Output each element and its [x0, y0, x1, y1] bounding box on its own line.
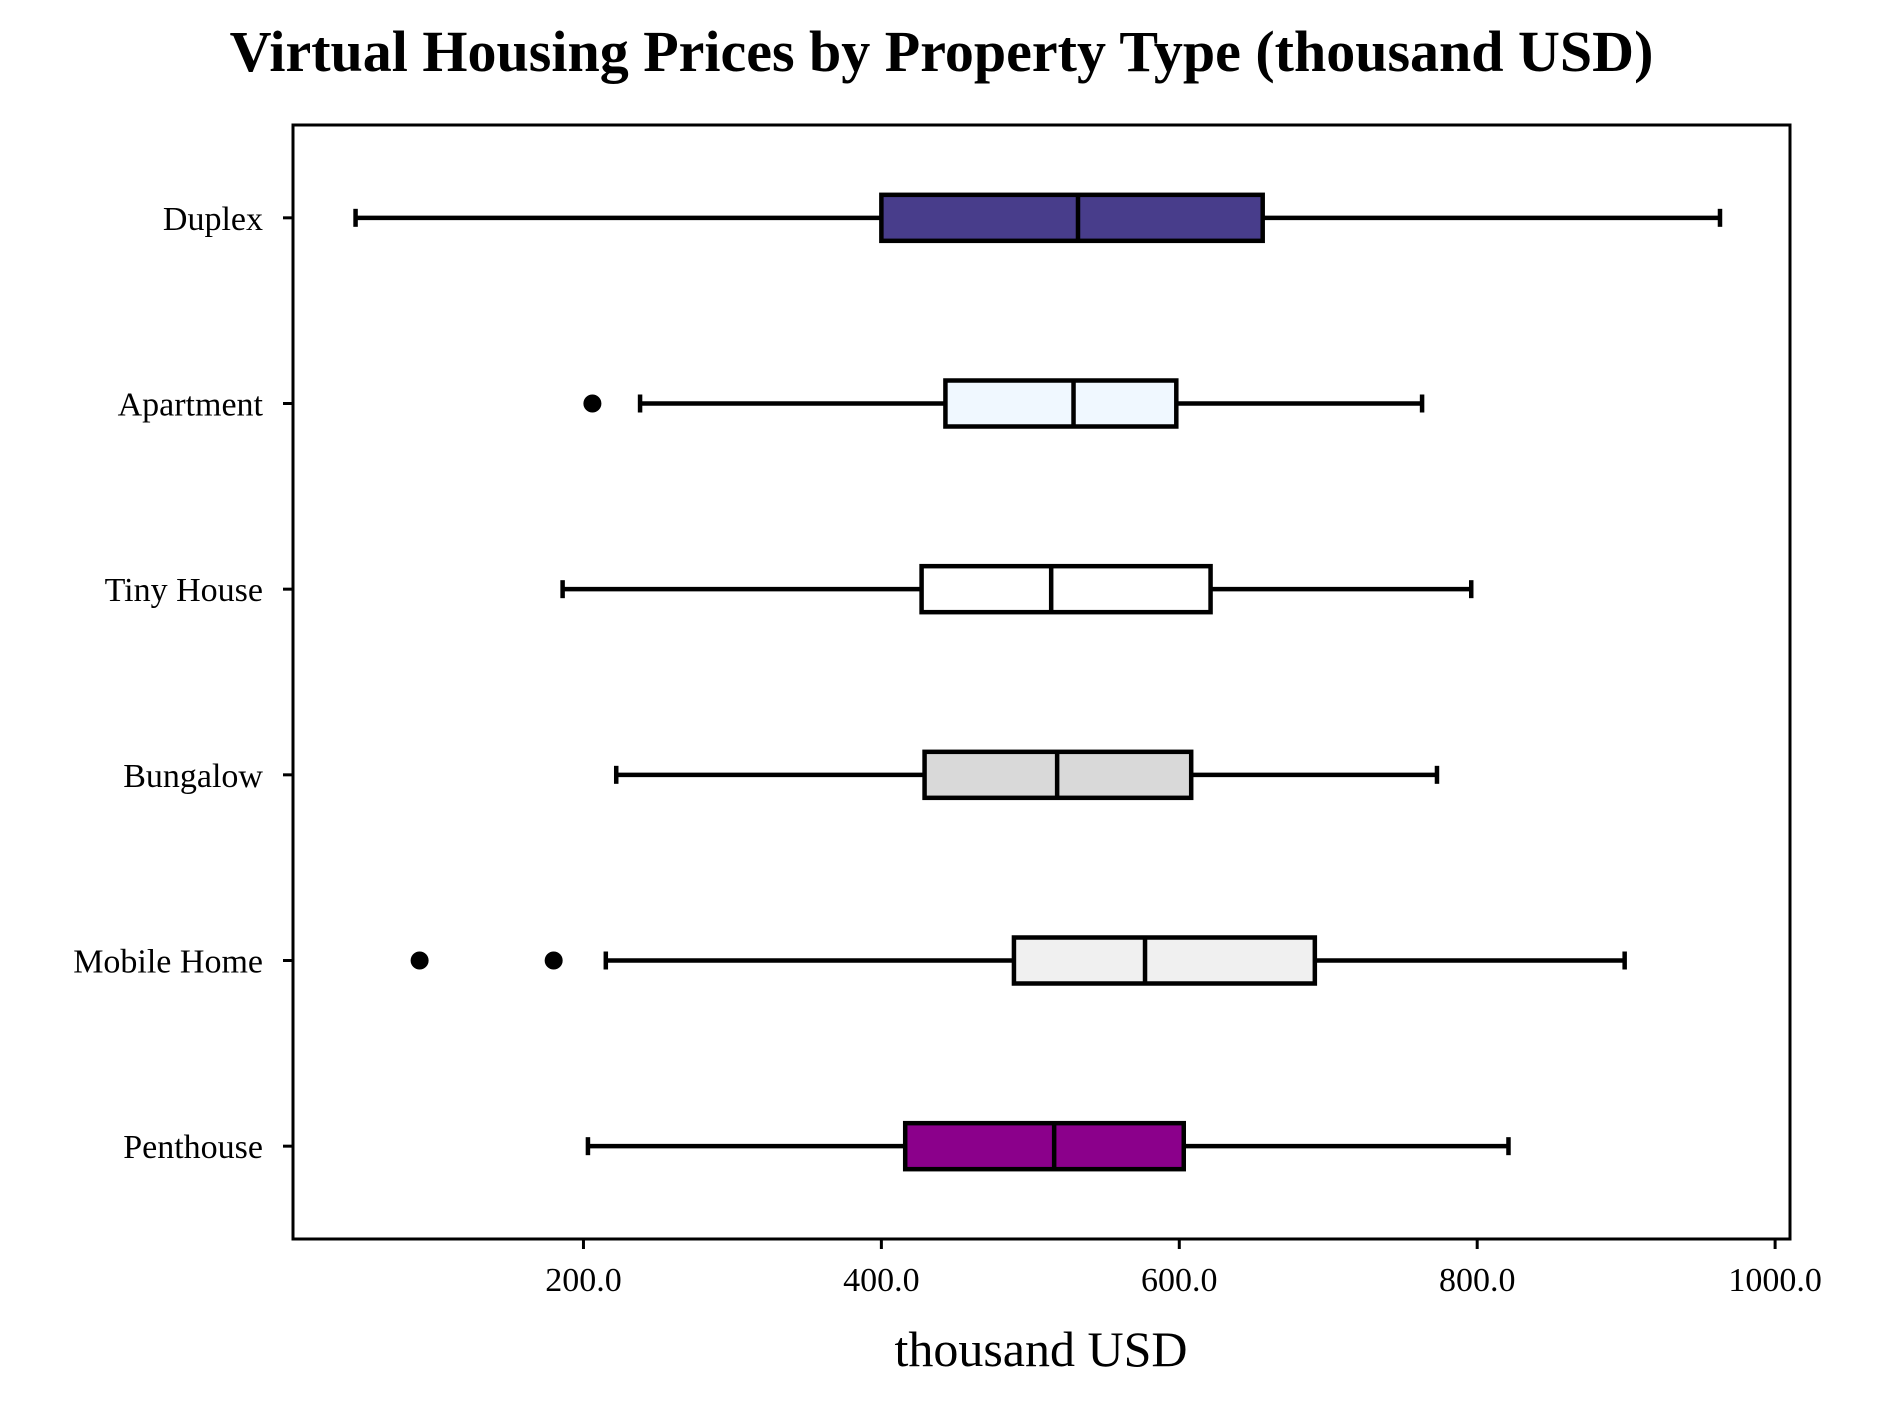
x-tick-label: 400.0 [843, 1262, 920, 1299]
box-group [585, 1120, 1511, 1172]
y-tick-label: Penthouse [123, 1129, 263, 1166]
x-tick-label: 800.0 [1439, 1262, 1516, 1299]
chart-title: Virtual Housing Prices by Property Type … [229, 19, 1654, 84]
box-group [353, 192, 1723, 244]
box-group [613, 749, 1440, 801]
y-tick-label: Bungalow [123, 758, 263, 795]
x-axis: 200.0 400.0 600.0 800.0 1000.0 [545, 1239, 1822, 1299]
outlier-point [544, 951, 563, 970]
y-axis: Duplex Apartment Tiny House Bungalow Mobile … [73, 201, 293, 1166]
x-tick-label: 200.0 [545, 1262, 622, 1299]
y-tick-label: Apartment [118, 387, 264, 424]
y-tick-label: Tiny House [105, 572, 263, 609]
box-iqr [879, 192, 1265, 244]
x-tick-label: 1000.0 [1728, 1262, 1822, 1299]
box-iqr [1011, 935, 1318, 986]
box-group [410, 935, 1627, 986]
y-tick-label: Mobile Home [73, 944, 263, 981]
boxes-layer [353, 192, 1723, 1172]
plot-frame [291, 123, 1792, 1241]
box-group [583, 378, 1425, 429]
x-tick-label: 600.0 [1141, 1262, 1218, 1299]
box-group [560, 563, 1474, 615]
box-iqr [943, 378, 1179, 429]
box-iqr [902, 1120, 1187, 1172]
x-axis-label: thousand USD [894, 1321, 1187, 1377]
box-iqr [919, 563, 1213, 615]
outlier-point [410, 951, 429, 970]
y-tick-label: Duplex [163, 201, 263, 238]
outlier-point [583, 394, 602, 413]
